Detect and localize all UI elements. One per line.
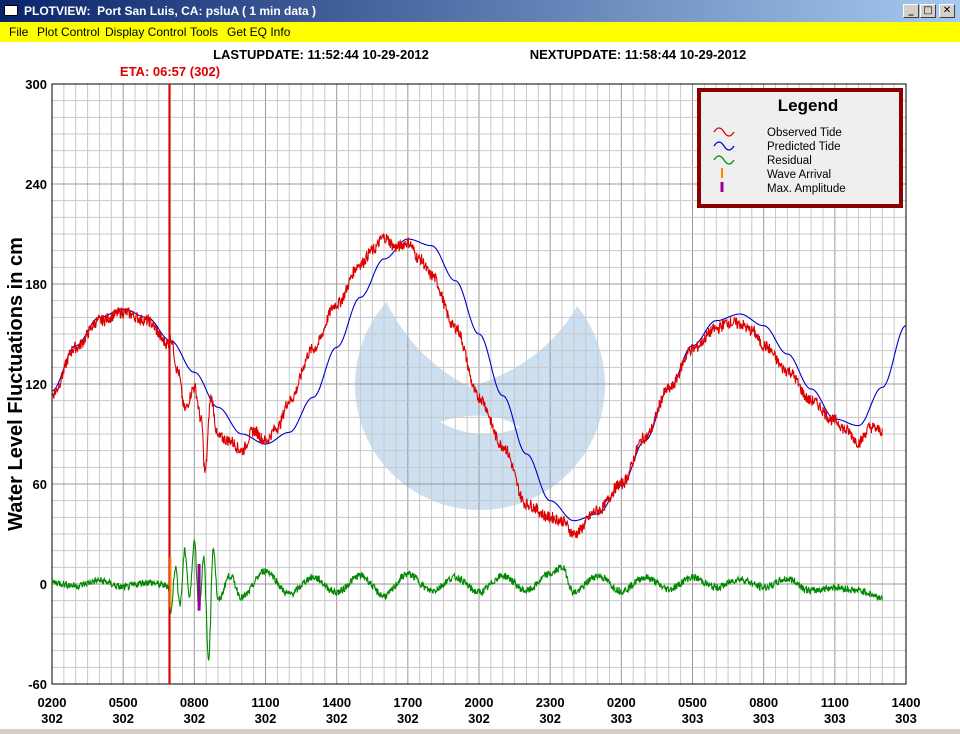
plot-frame (51, 83, 907, 685)
x-tick-label-hour: 0800 (180, 695, 209, 710)
window-title: PLOTVIEW: Port San Luis, CA: psluA ( 1 m… (24, 4, 317, 18)
x-tick-label-day: 302 (397, 711, 419, 726)
close-button[interactable]: ✕ (939, 4, 955, 18)
x-tick-label-day: 302 (539, 711, 561, 726)
x-tick-label-hour: 1100 (251, 695, 279, 710)
y-tick-label: 120 (25, 377, 47, 392)
minimize-button[interactable]: _ (903, 4, 919, 18)
app-icon (4, 5, 18, 16)
y-tick-label: 180 (25, 277, 47, 292)
legend-predicted-label: Predicted Tide (767, 141, 841, 153)
x-tick-label-hour: 0500 (109, 695, 138, 710)
plot-area: 300 240 180 120 60 0 -60 0200 302 0500 302 0800 302… (0, 42, 960, 729)
x-tick-labels: 0200302050030208003021100302140030217003… (38, 695, 921, 726)
x-tick-label-day: 303 (824, 711, 846, 726)
x-tick-label-hour: 1700 (393, 695, 422, 710)
x-tick-label-day: 302 (468, 711, 490, 726)
x-tick-label-day: 303 (895, 711, 917, 726)
x-tick-label-hour: 2000 (465, 695, 494, 710)
y-tick-label: 60 (33, 477, 47, 492)
menu-get-eq-info[interactable]: Get EQ Info (227, 25, 291, 39)
noaa-watermark (355, 253, 605, 510)
series-group (51, 233, 907, 661)
menu-display-control[interactable]: Display Control (105, 25, 187, 39)
x-tick-label-day: 302 (112, 711, 134, 726)
x-tick-label-hour: 0200 (607, 695, 636, 710)
menu-tools[interactable]: Tools (190, 25, 219, 39)
window-titlebar: PLOTVIEW: Port San Luis, CA: psluA ( 1 m… (0, 0, 960, 22)
legend-observed-swatch (713, 127, 735, 137)
y-tick-label: 300 (25, 77, 47, 92)
menu-plot-control[interactable]: Plot Control (37, 25, 100, 39)
next-update-text: NEXTUPDATE: 11:58:44 10-29-2012 (530, 47, 747, 62)
x-tick-label-hour: 0800 (749, 695, 778, 710)
legend-box: Legend Observed Tide Predicted Tide Resi… (697, 88, 903, 208)
y-tick-label: 0 (40, 577, 47, 592)
y-tick-label: -60 (28, 677, 47, 692)
predicted-tide-line (51, 238, 907, 522)
x-tick-label-hour: 1100 (821, 695, 849, 710)
x-tick-label-day: 303 (682, 711, 704, 726)
eta-text: ETA: 06:57 (302) (120, 64, 220, 79)
legend-observed-label: Observed Tide (767, 127, 842, 139)
legend-residual-label: Residual (767, 155, 812, 167)
x-tick-label-hour: 1400 (322, 695, 351, 710)
legend-max-amplitude-label: Max. Amplitude (767, 183, 846, 195)
menu-bar: File Plot Control Display Control Tools … (0, 22, 960, 42)
x-tick-label-hour: 1400 (892, 695, 921, 710)
residual-line (51, 538, 883, 661)
legend-title: Legend (778, 96, 838, 115)
x-tick-label-hour: 2300 (536, 695, 565, 710)
x-tick-label-day: 302 (255, 711, 277, 726)
observed-tide-line (51, 233, 883, 539)
menu-file[interactable]: File (9, 25, 29, 39)
y-tick-label: 240 (25, 177, 47, 192)
y-tick-labels: 300 240 180 120 60 0 -60 (25, 77, 47, 692)
legend-predicted-swatch (713, 141, 735, 151)
x-tick-label-hour: 0200 (38, 695, 67, 710)
legend-residual-swatch (713, 155, 735, 165)
x-tick-label-day: 302 (183, 711, 205, 726)
x-tick-label-day: 303 (610, 711, 632, 726)
x-tick-label-day: 302 (326, 711, 348, 726)
maximize-button[interactable]: □ (920, 4, 936, 18)
last-update-text: LASTUPDATE: 11:52:44 10-29-2012 (213, 47, 429, 62)
x-tick-label-hour: 0500 (678, 695, 707, 710)
y-axis-label: Water Level Fluctuations in cm (5, 237, 27, 531)
x-tick-label-day: 302 (41, 711, 63, 726)
x-tick-label-day: 303 (753, 711, 775, 726)
legend-wave-arrival-label: Wave Arrival (767, 169, 831, 181)
